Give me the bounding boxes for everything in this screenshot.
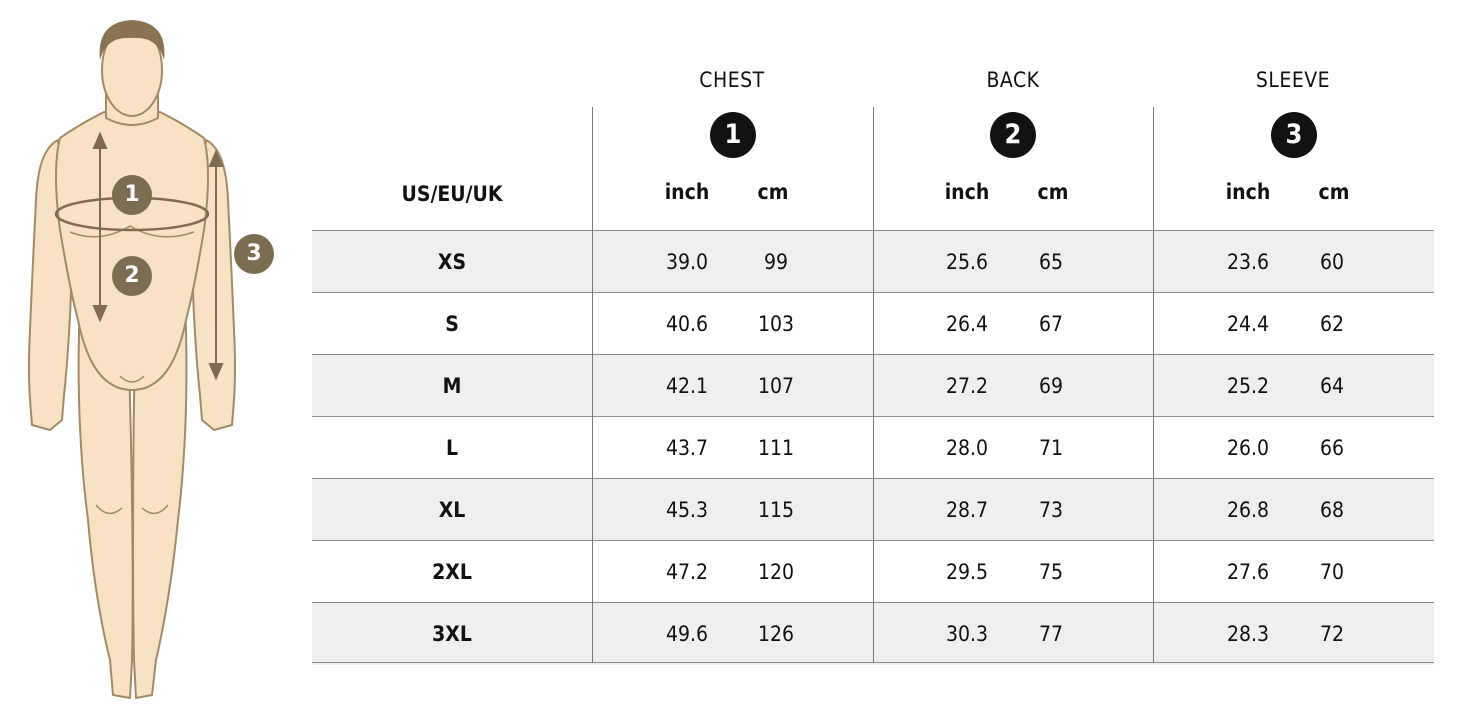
sleeve-inch-cell: 23.6 bbox=[1226, 250, 1270, 274]
back-cm-cell: 75 bbox=[1038, 560, 1064, 584]
sleeve-inch-cell: 24.4 bbox=[1226, 312, 1270, 336]
sleeve-inch-header: inch bbox=[1225, 180, 1271, 204]
chest-cm-header: cm bbox=[757, 180, 789, 204]
marker-3: 3 bbox=[234, 234, 274, 274]
chest-cm-cell: 103 bbox=[757, 312, 795, 336]
chest-inch-cell: 40.6 bbox=[665, 312, 709, 336]
chest-inch-cell: 43.7 bbox=[665, 436, 709, 460]
body-measurement-figure: 1 2 3 bbox=[0, 0, 300, 714]
back-inch-cell: 27.2 bbox=[945, 374, 989, 398]
back-inch-cell: 25.6 bbox=[945, 250, 989, 274]
sleeve-cm-cell: 64 bbox=[1319, 374, 1345, 398]
body-silhouette bbox=[28, 20, 236, 699]
back-inch-cell: 28.7 bbox=[945, 498, 989, 522]
size-cell: 3XL bbox=[432, 622, 472, 646]
chest-inch-cell: 42.1 bbox=[665, 374, 709, 398]
chest-cm-cell: 126 bbox=[757, 622, 795, 646]
back-cm-cell: 77 bbox=[1038, 622, 1064, 646]
sleeve-cm-cell: 68 bbox=[1319, 498, 1345, 522]
chest-inch-cell: 49.6 bbox=[665, 622, 709, 646]
size-cell: L bbox=[445, 436, 459, 460]
chest-inch-header: inch bbox=[664, 180, 710, 204]
size-column-header: US/EU/UK bbox=[401, 182, 503, 206]
size-cell: XL bbox=[438, 498, 466, 522]
sleeve-cm-header: cm bbox=[1318, 180, 1350, 204]
sleeve-cm-cell: 70 bbox=[1319, 560, 1345, 584]
back-header: BACK bbox=[986, 68, 1040, 92]
sleeve-inch-cell: 26.8 bbox=[1226, 498, 1270, 522]
marker-2: 2 bbox=[112, 256, 152, 296]
back-inch-cell: 26.4 bbox=[945, 312, 989, 336]
chest-cm-cell: 111 bbox=[757, 436, 795, 460]
sleeve-cm-cell: 62 bbox=[1319, 312, 1345, 336]
size-cell: 2XL bbox=[432, 560, 472, 584]
chest-inch-cell: 39.0 bbox=[665, 250, 709, 274]
back-inch-cell: 29.5 bbox=[945, 560, 989, 584]
chest-badge: 1 bbox=[710, 112, 756, 158]
size-cell: S bbox=[445, 312, 459, 336]
back-cm-header: cm bbox=[1037, 180, 1069, 204]
chest-header: CHEST bbox=[699, 68, 765, 92]
back-cm-cell: 73 bbox=[1038, 498, 1064, 522]
column-divider bbox=[873, 107, 874, 663]
sleeve-inch-cell: 26.0 bbox=[1226, 436, 1270, 460]
back-badge: 2 bbox=[990, 112, 1036, 158]
chest-cm-cell: 107 bbox=[757, 374, 795, 398]
back-inch-cell: 28.0 bbox=[945, 436, 989, 460]
size-cell: M bbox=[442, 374, 462, 398]
back-cm-cell: 69 bbox=[1038, 374, 1064, 398]
sleeve-cm-cell: 66 bbox=[1319, 436, 1345, 460]
back-cm-cell: 67 bbox=[1038, 312, 1064, 336]
chest-inch-cell: 47.2 bbox=[665, 560, 709, 584]
chest-cm-cell: 120 bbox=[757, 560, 795, 584]
column-divider bbox=[592, 107, 593, 663]
sleeve-header: SLEEVE bbox=[1255, 68, 1331, 92]
chest-inch-cell: 45.3 bbox=[665, 498, 709, 522]
sleeve-badge: 3 bbox=[1271, 112, 1317, 158]
marker-1: 1 bbox=[112, 175, 152, 215]
back-inch-header: inch bbox=[944, 180, 990, 204]
size-cell: XS bbox=[437, 250, 467, 274]
sleeve-inch-cell: 25.2 bbox=[1226, 374, 1270, 398]
column-divider bbox=[1153, 107, 1154, 663]
back-cm-cell: 71 bbox=[1038, 436, 1064, 460]
sleeve-cm-cell: 72 bbox=[1319, 622, 1345, 646]
back-cm-cell: 65 bbox=[1038, 250, 1064, 274]
hair-shape bbox=[99, 20, 165, 60]
sleeve-inch-cell: 28.3 bbox=[1226, 622, 1270, 646]
size-chart-table: CHEST BACK SLEEVE 1 2 3 US/EU/UK inch cm… bbox=[300, 0, 1464, 714]
sleeve-inch-cell: 27.6 bbox=[1226, 560, 1270, 584]
chest-cm-cell: 115 bbox=[757, 498, 795, 522]
sleeve-cm-cell: 60 bbox=[1319, 250, 1345, 274]
back-inch-cell: 30.3 bbox=[945, 622, 989, 646]
chest-cm-cell: 99 bbox=[763, 250, 789, 274]
